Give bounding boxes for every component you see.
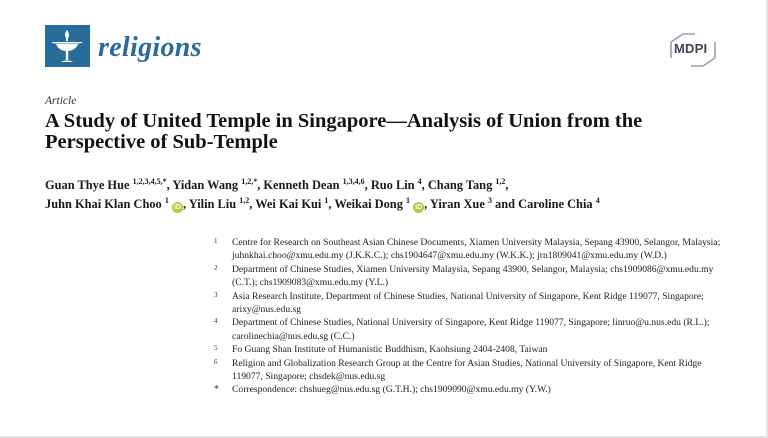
article-type: Article <box>45 95 77 107</box>
author-name[interactable]: Yiran Xue <box>429 197 485 211</box>
author-name[interactable]: Chang Tang <box>427 178 493 192</box>
article-title: A Study of United Temple in Singapore—An… <box>45 110 643 153</box>
author-affiliation-marker: 1,2 <box>239 196 250 205</box>
author-affiliation-marker: 4 <box>417 177 422 186</box>
author-name[interactable]: Weikai Dong <box>334 197 403 211</box>
affiliation-text: Fo Guang Shan Institute of Humanistic Bu… <box>232 344 548 356</box>
author-name[interactable]: Caroline Chia <box>518 197 593 211</box>
author-separator: and <box>491 197 519 211</box>
affiliation-item: * Correspondence: chshueg@nus.edu.sg (G.T… <box>214 383 734 396</box>
affiliation-list: 1 Centre for Research on Southeast Asian … <box>214 236 734 397</box>
journal-name: religions <box>98 32 202 63</box>
affiliation-text: Centre for Research on Southeast Asian C… <box>232 237 721 262</box>
affiliation-item: 1 Centre for Research on Southeast Asian … <box>214 236 734 263</box>
author-name[interactable]: Yidan Wang <box>172 178 239 192</box>
mdpi-hexagon-icon <box>670 33 716 67</box>
affiliation-item: 6 Religion and Globalization Research Gro… <box>214 357 734 384</box>
affiliation-text: Department of Chinese Studies, Xiamen Un… <box>232 263 714 289</box>
affiliation-number: * <box>214 384 219 396</box>
author-affiliation-marker: 4 <box>595 196 600 205</box>
author-affiliation-marker: 1 <box>406 196 411 205</box>
author-affiliation-marker: 1,2 <box>495 177 506 186</box>
author-separator: , <box>182 197 189 211</box>
publisher-name: MDPI <box>674 41 708 56</box>
author-affiliation-marker: 1 <box>164 196 169 205</box>
orcid-icon[interactable]: iD <box>171 202 183 213</box>
author-separator: , <box>257 178 264 192</box>
author-separator: , <box>505 178 509 192</box>
author-name[interactable]: Guan Thye Hue <box>45 178 130 192</box>
author-affiliation-marker: 1 <box>324 196 329 205</box>
journal-logo[interactable]: religions <box>45 25 202 67</box>
affiliation-number: 1 <box>214 237 218 245</box>
publisher-logo[interactable]: MDPI <box>665 30 721 70</box>
author-separator: , <box>166 178 173 192</box>
orcid-icon[interactable]: iD <box>413 202 425 213</box>
author-name[interactable]: Wei Kai Kui <box>255 197 322 211</box>
author-separator: , <box>328 197 335 211</box>
author-separator: , <box>249 197 256 211</box>
affiliation-item: 5 Fo Guang Shan Institute of Humanistic B… <box>214 343 734 356</box>
affiliation-item: 4 Department of Chinese Studies, National… <box>214 316 734 343</box>
author-separator: , <box>364 178 371 192</box>
chalice-flame-icon <box>45 25 90 67</box>
affiliation-text: Asia Research Institute, Department of C… <box>232 290 704 316</box>
author-name[interactable]: Yilin Liu <box>188 197 237 211</box>
affiliation-item: 2 Department of Chinese Studies, Xiamen U… <box>214 263 734 290</box>
affiliation-number: 6 <box>214 357 218 366</box>
affiliation-text: Department of Chinese Studies, National … <box>232 317 710 342</box>
author-list: Guan Thye Hue 1,2,3,4,5,*, Yidan Wang 1,… <box>45 176 735 214</box>
author-name[interactable]: Kenneth Dean <box>263 178 340 192</box>
affiliation-item: 3 Asia Research Institute, Department of … <box>214 290 734 317</box>
affiliation-text: Correspondence: chshueg@nus.edu.sg (G.T.… <box>232 384 551 396</box>
affiliation-number: 2 <box>214 263 218 272</box>
author-name[interactable]: Juhn Khai Klan Choo <box>45 197 162 211</box>
affiliation-number: 5 <box>214 344 218 353</box>
author-separator: , <box>424 197 430 211</box>
author-name[interactable]: Ruo Lin <box>370 178 415 192</box>
author-separator: , <box>421 178 428 192</box>
affiliation-text: Religion and Globalization Research Grou… <box>232 357 702 383</box>
author-affiliation-marker: 1,2,* <box>241 177 258 186</box>
author-affiliation-marker: 3 <box>487 196 492 205</box>
affiliation-number: 4 <box>214 317 218 326</box>
author-affiliation-marker: 1,2,3,4,5,* <box>132 177 167 186</box>
author-affiliation-marker: 1,3,4,6 <box>342 177 365 186</box>
affiliation-number: 3 <box>214 290 218 299</box>
